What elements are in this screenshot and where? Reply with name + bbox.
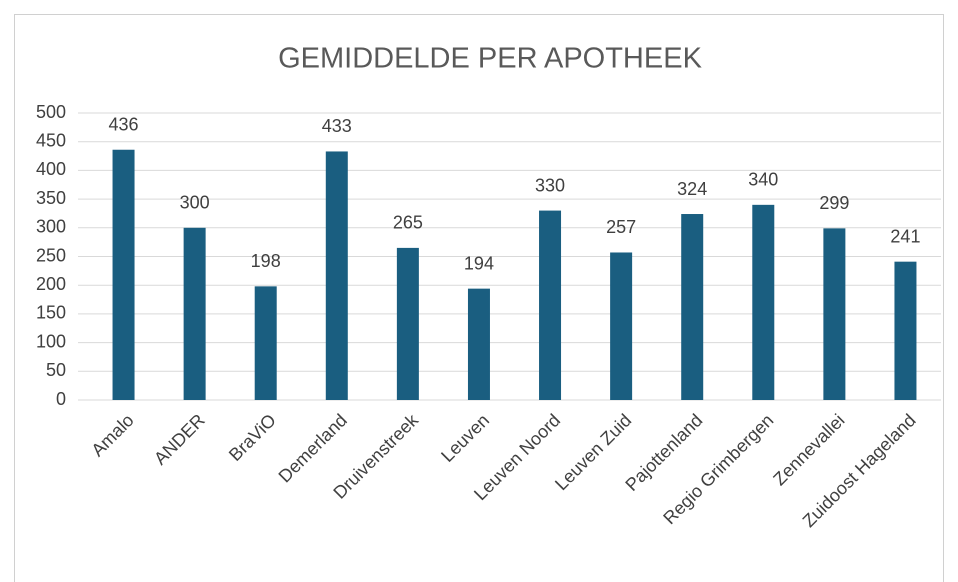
data-label: 340 [748,170,778,190]
data-label: 433 [322,116,352,136]
data-label: 194 [464,253,494,273]
y-tick-label: 150 [36,303,66,323]
y-tick-label: 50 [46,360,66,380]
chart-title: GEMIDDELDE PER APOTHEEK [278,43,702,75]
data-label: 265 [393,213,423,233]
bar [183,227,206,400]
y-tick-label: 250 [36,245,66,265]
bar [894,261,917,400]
y-tick-label: 100 [36,331,66,351]
bar [752,204,775,400]
y-tick-label: 350 [36,188,66,208]
bar [325,151,348,400]
bar [254,286,277,400]
bar [539,210,562,400]
bar [112,149,135,400]
bar [396,247,419,400]
data-label: 300 [180,193,210,213]
y-tick-label: 450 [36,130,66,150]
data-label: 198 [251,251,281,271]
y-tick-label: 500 [36,102,66,122]
y-tick-label: 300 [36,217,66,237]
bar [467,288,490,400]
data-label: 299 [819,193,849,213]
y-tick-label: 200 [36,274,66,294]
data-label: 257 [606,217,636,237]
y-tick-label: 400 [36,159,66,179]
y-tick-label: 0 [56,389,66,409]
bar [823,228,846,400]
data-label: 436 [109,114,139,134]
bar [610,252,633,400]
data-label: 324 [677,179,707,199]
bar [681,214,704,400]
data-label: 241 [890,226,920,246]
data-label: 330 [535,175,565,195]
